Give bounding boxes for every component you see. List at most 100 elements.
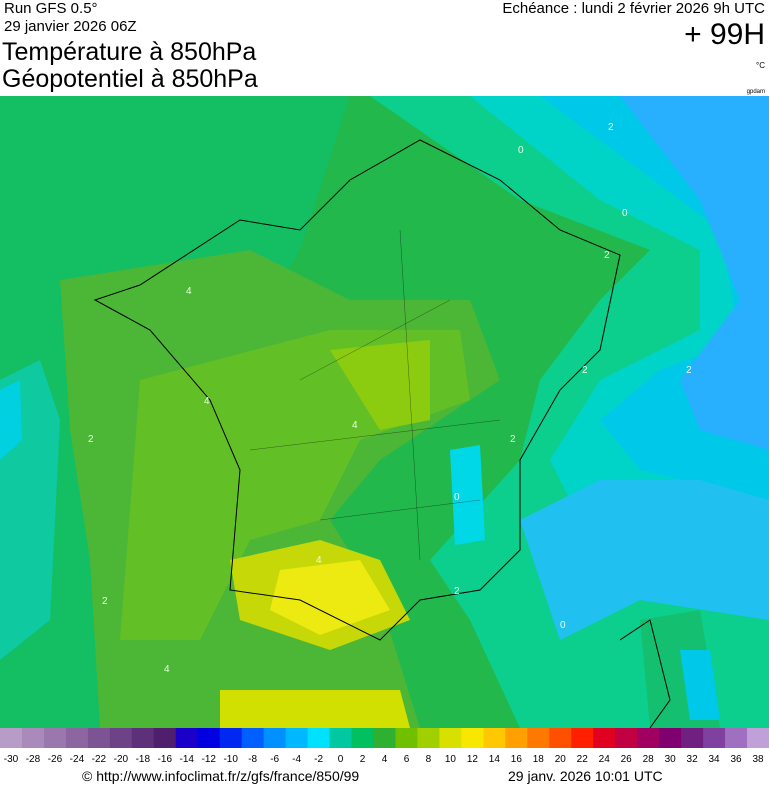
colorbar: -30 -28 -26 -24 -22 -20 -18 -16 -14 -12 -10 -8 -6 -4-…: [0, 728, 769, 765]
colorbar-label: -24: [70, 754, 85, 765]
colorbar-cell: [285, 728, 309, 748]
colorbar-label: -16: [158, 754, 173, 765]
contour-labels: 2 0 0 2 4 4 2 2 4 2 2 0 2 0 4 2 4: [88, 122, 692, 675]
valid-time: Echéance : lundi 2 février 2026 9h UTC: [502, 0, 765, 17]
colorbar-cell: [439, 728, 462, 748]
colorbar-label: -26: [48, 754, 63, 765]
footer-url: © http://www.infoclimat.fr/z/gfs/france/…: [82, 768, 359, 784]
colorbar-label: 8: [426, 754, 432, 765]
colorbar-cell: [461, 728, 484, 748]
colorbar-cell: [681, 728, 704, 748]
colorbar-cell: [747, 728, 769, 748]
colorbar-cell: [571, 728, 594, 748]
colorbar-cell: [417, 728, 440, 748]
run-date: 29 janvier 2026 06Z: [4, 18, 137, 35]
colorbar-label: 18: [533, 754, 545, 765]
colorbar-label: -20: [114, 754, 129, 765]
contour-label: 2: [102, 596, 108, 607]
colorbar-cell: [241, 728, 265, 748]
title-2: Géopotentiel à 850hPa: [2, 65, 258, 93]
contour-label: 0: [560, 620, 566, 631]
map: [0, 96, 769, 729]
footer-date: 29 janv. 2026 10:01 UTC: [508, 768, 663, 784]
colorbar-label: -6: [270, 754, 279, 765]
colorbar-cell: [197, 728, 221, 748]
colorbar-cell: [0, 728, 23, 748]
colorbar-cell: [131, 728, 155, 748]
colorbar-label: 22: [577, 754, 589, 765]
colorbar-label: 2: [360, 754, 366, 765]
colorbar-cell: [87, 728, 111, 748]
colorbar-label: -14: [180, 754, 195, 765]
contour-label: 0: [454, 492, 460, 503]
colorbar-label: 38: [752, 754, 764, 765]
colorbar-cell: [395, 728, 418, 748]
contour-label: 2: [608, 122, 614, 133]
colorbar-label: -2: [314, 754, 323, 765]
colorbar-cell: [549, 728, 572, 748]
contour-label: 4: [186, 286, 192, 297]
colorbar-label: 32: [687, 754, 699, 765]
colorbar-label: 24: [599, 754, 611, 765]
colorbar-cell: [659, 728, 682, 748]
contour-label: 4: [316, 555, 322, 566]
colorbar-cell: [593, 728, 616, 748]
colorbar-label: -8: [248, 754, 257, 765]
colorbar-cell: [329, 728, 353, 748]
colorbar-cell: [65, 728, 89, 748]
colorbar-label: 10: [445, 754, 457, 765]
colorbar-cell: [43, 728, 67, 748]
colorbar-cell: [637, 728, 660, 748]
contour-label: 2: [604, 250, 610, 261]
contour-label: 4: [204, 396, 210, 407]
colorbar-cell: [109, 728, 133, 748]
colorbar-label: -22: [92, 754, 107, 765]
colorbar-label: -28: [26, 754, 41, 765]
unit: °C: [756, 61, 765, 70]
colorbar-cell: [21, 728, 45, 748]
colorbar-cell: [703, 728, 726, 748]
run: Run GFS 0.5°: [4, 0, 98, 17]
contour-label: 4: [352, 420, 358, 431]
contour-label: 2: [454, 586, 460, 597]
contour-label: 2: [686, 365, 692, 376]
colorbar-cell: [175, 728, 199, 748]
colorbar-cell: [351, 728, 375, 748]
contour-label: 2: [510, 434, 516, 445]
colorbar-label: -18: [136, 754, 151, 765]
colorbar-label: 30: [665, 754, 677, 765]
colorbar-label: 36: [730, 754, 742, 765]
colorbar-cell: [373, 728, 396, 748]
colorbar-cell: [615, 728, 638, 748]
colorbar-cell: [527, 728, 550, 748]
colorbar-cell: [307, 728, 331, 748]
contour-label: 2: [582, 365, 588, 376]
title-1: Température à 850hPa: [2, 38, 256, 66]
colorbar-label: 28: [643, 754, 655, 765]
colorbar-cell: [725, 728, 748, 748]
contour-label: 0: [622, 208, 628, 219]
colorbar-cell: [263, 728, 287, 748]
colorbar-label: -10: [223, 754, 238, 765]
contour-label: 0: [518, 145, 524, 156]
colorbar-cell: [483, 728, 506, 748]
colorbar-label: 16: [511, 754, 523, 765]
colorbar-cell: [153, 728, 177, 748]
colorbar-label: -12: [202, 754, 217, 765]
colorbar-label: 6: [404, 754, 410, 765]
colorbar-label: 26: [621, 754, 633, 765]
colorbar-cell: [219, 728, 243, 748]
lead-time: + 99H: [684, 18, 765, 51]
colorbar-label: 14: [489, 754, 501, 765]
colorbar-label: -30: [4, 754, 19, 765]
unit-2: gpdam: [747, 89, 765, 95]
colorbar-label: 0: [338, 754, 344, 765]
colorbar-label: 4: [382, 754, 388, 765]
colorbar-label: 34: [709, 754, 721, 765]
contour-label: 4: [164, 664, 170, 675]
contour-label: 2: [88, 434, 94, 445]
colorbar-label: -4: [292, 754, 301, 765]
colorbar-cell: [505, 728, 528, 748]
colorbar-label: 20: [555, 754, 567, 765]
